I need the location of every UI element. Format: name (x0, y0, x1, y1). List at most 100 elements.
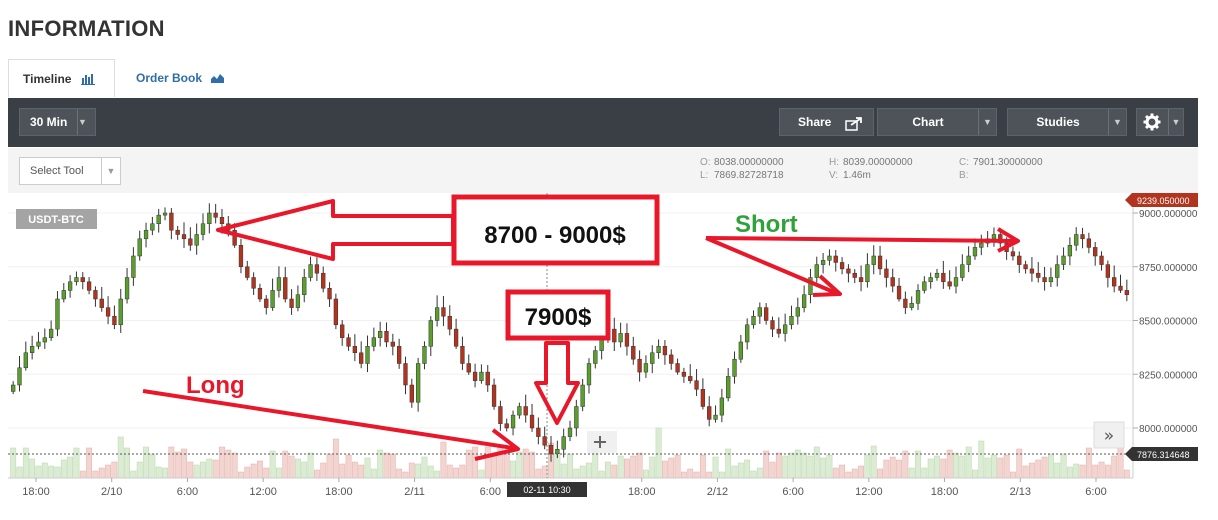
volume-bar (434, 470, 441, 479)
candle-body (510, 414, 516, 429)
volume-bar (1092, 464, 1099, 479)
candle (453, 318, 459, 349)
candle (827, 249, 832, 266)
candle-body (751, 315, 756, 326)
volume-bar (586, 462, 592, 479)
volume-bar (263, 467, 270, 479)
candle (782, 313, 788, 342)
candle (61, 283, 66, 303)
ohlc-volume: 1.46m (843, 170, 871, 181)
candle-body (112, 315, 117, 326)
candle (131, 247, 136, 286)
candle-body (143, 229, 149, 240)
candle-body (877, 255, 883, 270)
candle-body (276, 277, 282, 291)
candle-body (415, 363, 421, 403)
volume-bar (883, 459, 890, 479)
scroll-right-button[interactable]: » (1093, 421, 1125, 449)
crosshair-time-tag: 02-11 10:30 (507, 482, 587, 497)
ohlc-high-volume: H: 8039.00000000 V: 1.46m (829, 157, 913, 181)
short-arrow-head (996, 227, 1020, 253)
candle-body (707, 406, 712, 420)
candle-body (308, 264, 313, 278)
candle (74, 271, 79, 286)
candle-body (827, 255, 832, 261)
candle-body (782, 324, 788, 334)
y-tick-label: 8000.000000 (1139, 424, 1198, 435)
volume-bar (573, 468, 580, 479)
volume-bar (1073, 463, 1080, 479)
candle (460, 336, 465, 370)
interval-dropdown[interactable]: 30 Min ▼ (19, 108, 96, 136)
volume-bar (408, 462, 415, 479)
volume-bar (630, 455, 637, 479)
candle-body (1061, 255, 1066, 265)
x-tick-label: 18:00 (931, 486, 959, 498)
candle-body (397, 346, 402, 364)
share-button[interactable]: Share (779, 108, 874, 136)
candle-body (137, 238, 142, 257)
candle (922, 276, 927, 294)
volume-bar (389, 453, 396, 479)
candle-body (865, 264, 870, 283)
candle-body (820, 260, 826, 265)
candle (688, 364, 693, 384)
volume-bar (174, 451, 181, 479)
volume-bar (643, 469, 649, 479)
volume-bar (680, 471, 687, 479)
volume-bar (1085, 447, 1092, 479)
ohlc-open: 8038.00000000 (714, 157, 784, 168)
candle (162, 207, 168, 221)
ohlc-high: 8039.00000000 (843, 157, 913, 168)
candle-body (517, 406, 522, 416)
volume-bar (22, 447, 29, 479)
candle-body (1017, 255, 1022, 265)
tab-timeline[interactable]: Timeline (8, 59, 115, 97)
candle-body (74, 277, 79, 283)
candle-body (371, 337, 376, 347)
volume-bar (1060, 453, 1067, 479)
candle-body (966, 255, 971, 265)
chevron-down-icon: ▼ (1168, 109, 1183, 135)
candle (403, 356, 408, 395)
candle-body (903, 298, 908, 308)
tab-order-book[interactable]: Order Book (122, 59, 239, 97)
candle (409, 378, 414, 408)
candle (877, 245, 883, 275)
candlestick-chart[interactable]: 9000.000000 8750.000000 8500.000000 8250.00… (8, 193, 1198, 498)
settings-button[interactable]: ▼ (1136, 108, 1184, 136)
candle-body (770, 320, 775, 330)
candle (479, 364, 484, 384)
candle (36, 332, 41, 350)
candle (257, 283, 263, 303)
current-price-tag: 7876.314648 (1125, 447, 1198, 461)
candle-body (11, 384, 16, 392)
studies-dropdown[interactable]: Studies ▼ (1007, 108, 1127, 136)
volume-bar (1123, 469, 1130, 479)
volume-bar (10, 447, 17, 479)
candle (441, 295, 446, 327)
area-chart-icon (211, 61, 225, 99)
volume-bar (212, 459, 219, 479)
candle (618, 322, 623, 348)
volume-bar (1117, 446, 1124, 479)
candle-body (662, 346, 668, 356)
x-tick-label: 2/11 (404, 486, 425, 498)
candle (207, 203, 212, 234)
candle-body (643, 363, 649, 373)
candle (112, 305, 117, 330)
volume-bar (269, 450, 276, 479)
select-tool-dropdown[interactable]: Select Tool ▼ (19, 157, 121, 185)
x-tick-label: 2/13 (1010, 486, 1031, 498)
candle (67, 275, 73, 298)
price-chart[interactable]: 9000.000000 8750.000000 8500.000000 8250.00… (8, 193, 1198, 498)
candle (523, 394, 528, 423)
volume-bar (402, 471, 409, 479)
studies-label: Studies (1036, 115, 1080, 129)
candle (42, 328, 47, 349)
candle (580, 378, 585, 412)
candle (517, 402, 522, 419)
volume-bar (725, 448, 732, 479)
volume-bar (294, 458, 301, 479)
chart-type-dropdown[interactable]: Chart ▼ (877, 108, 997, 136)
